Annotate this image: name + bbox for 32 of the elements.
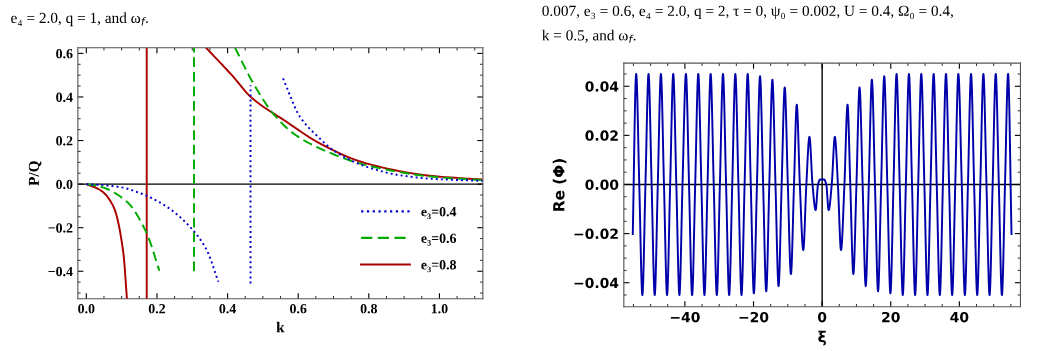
y-tick-label: 0.00 <box>585 179 619 190</box>
y-tick-label: 0.04 <box>585 81 619 92</box>
y-tick-label: 0.6 <box>56 48 73 59</box>
x-axis-title: k <box>276 321 285 333</box>
text: 0.007, e₃ = 0.6, e₄ = 2.0, q = 2, τ = 0, ψ₀ = 0.002, U = 0.4, Ω₀ = 0.4, <box>542 5 953 20</box>
y-tick-label: −0.4 <box>48 266 73 277</box>
legend-label: e₃=0.4 <box>421 206 457 220</box>
x-tick-label: 0 <box>817 311 827 323</box>
x-tick-label: −20 <box>739 311 769 323</box>
x-tick-label: 0.2 <box>148 303 166 314</box>
y-tick-label: −0.02 <box>574 228 618 240</box>
y-axis-title: P/Q <box>28 161 42 186</box>
x-tick-label: 0.6 <box>290 303 307 314</box>
legend-label: e₃=0.6 <box>421 233 457 246</box>
x-axis-title: ξ <box>818 330 826 346</box>
y-tick-label: −0.04 <box>574 277 619 289</box>
x-tick-label: −40 <box>670 311 700 323</box>
y-tick-label: 0.2 <box>56 136 73 146</box>
x-tick-label: 40 <box>950 311 969 323</box>
text: k = 0.5, and ω$_{f}$. <box>542 29 636 43</box>
legend-label: e₃=0.8 <box>421 260 457 273</box>
x-tick-label: 0.4 <box>219 303 236 314</box>
y-tick-label: 0.4 <box>56 92 73 102</box>
y-axis-title: Re (Φ) <box>552 159 567 211</box>
x-tick-label: 0.8 <box>360 303 378 314</box>
x-tick-label: 1.0 <box>431 303 448 314</box>
y-tick-label: −0.2 <box>48 223 73 233</box>
y-tick-label: 0.0 <box>56 179 73 190</box>
x-tick-label: 0.0 <box>78 303 95 314</box>
y-tick-label: 0.02 <box>585 130 618 141</box>
text: e₄ = 2.0, q = 1, and ω$_{f}$. <box>11 12 148 27</box>
x-tick-label: 20 <box>882 311 900 323</box>
